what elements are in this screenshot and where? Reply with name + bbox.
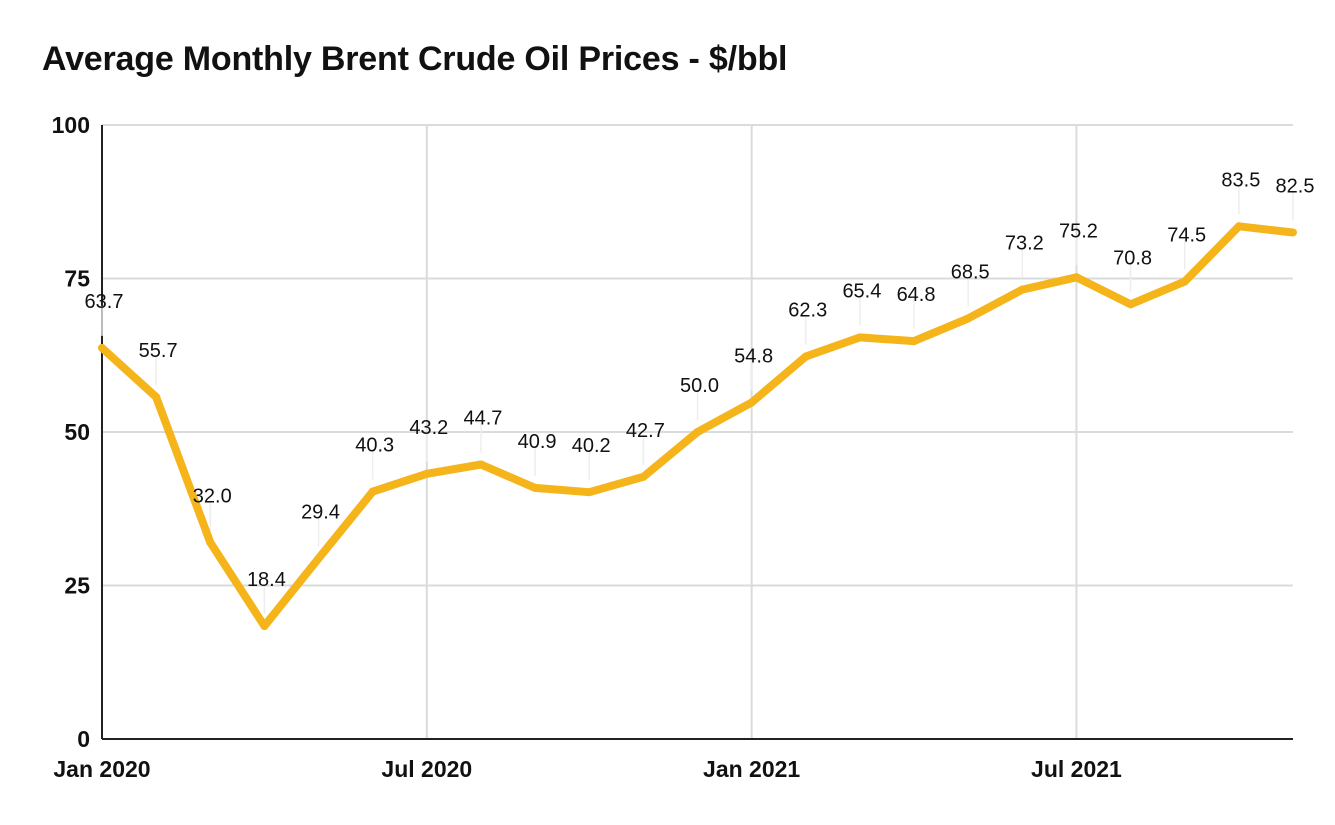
series-line xyxy=(99,222,1294,630)
data-label: 29.4 xyxy=(301,501,340,523)
data-label: 40.2 xyxy=(572,435,611,457)
data-label: 83.5 xyxy=(1221,169,1260,191)
data-label: 55.7 xyxy=(139,340,178,362)
data-label: 65.4 xyxy=(842,280,881,302)
data-point xyxy=(314,554,323,563)
data-label: 73.2 xyxy=(1005,233,1044,255)
data-label: 74.5 xyxy=(1167,225,1206,247)
data-point xyxy=(639,472,648,481)
data-point xyxy=(1180,277,1189,286)
data-point xyxy=(422,469,431,478)
data-label: 68.5 xyxy=(951,261,990,283)
y-tick-label: 25 xyxy=(64,573,90,599)
data-point xyxy=(206,538,215,547)
data-label: 18.4 xyxy=(247,569,286,591)
data-point xyxy=(531,483,540,492)
data-point xyxy=(693,428,702,436)
data-point xyxy=(368,487,377,496)
data-label: 43.2 xyxy=(409,417,448,439)
data-point xyxy=(1234,222,1243,231)
data-label: 50.0 xyxy=(680,375,719,397)
y-tick-label: 50 xyxy=(64,419,90,445)
data-point xyxy=(855,333,864,342)
data-point xyxy=(801,352,810,361)
x-tick-label: Jan 2021 xyxy=(703,756,800,782)
data-point xyxy=(1289,228,1297,237)
data-label: 44.7 xyxy=(463,408,502,430)
data-point xyxy=(1018,285,1027,294)
data-label: 32.0 xyxy=(193,486,232,508)
data-label: 42.7 xyxy=(626,420,665,442)
y-tick-label: 100 xyxy=(52,112,90,138)
y-tick-label: 75 xyxy=(64,266,90,292)
data-point xyxy=(585,488,594,497)
x-tick-label: Jul 2021 xyxy=(1031,756,1122,782)
data-label: 40.9 xyxy=(518,431,557,453)
data-point xyxy=(152,393,161,402)
data-label: 54.8 xyxy=(734,346,773,368)
data-label: 82.5 xyxy=(1276,175,1315,197)
data-point xyxy=(476,460,485,469)
data-label: 63.7 xyxy=(85,291,124,313)
data-point xyxy=(98,343,106,352)
data-label: 70.8 xyxy=(1113,247,1152,269)
chart-title: Average Monthly Brent Crude Oil Prices -… xyxy=(42,40,788,78)
data-label: 75.2 xyxy=(1059,220,1098,242)
data-point xyxy=(747,398,756,407)
data-label: 64.8 xyxy=(897,284,936,306)
data-label: 40.3 xyxy=(355,435,394,457)
data-point xyxy=(1126,300,1135,309)
data-point xyxy=(910,337,919,346)
x-tick-label: Jul 2020 xyxy=(381,756,472,782)
x-tick-label: Jan 2020 xyxy=(53,756,150,782)
data-point xyxy=(964,314,973,323)
data-point xyxy=(260,622,269,631)
data-label: 62.3 xyxy=(788,299,827,321)
y-tick-label: 0 xyxy=(77,726,90,752)
data-point xyxy=(1072,273,1081,282)
